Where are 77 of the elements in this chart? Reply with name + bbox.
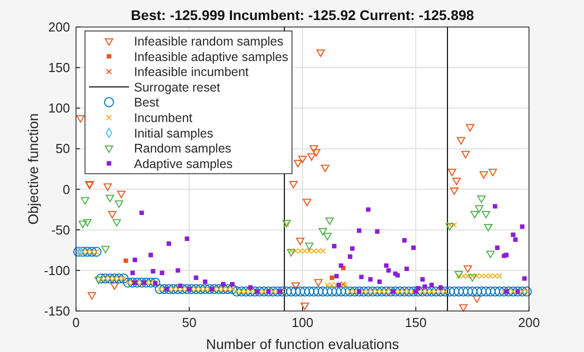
point: [296, 238, 304, 246]
point: [482, 210, 490, 218]
legend-label: Random samples: [134, 142, 232, 156]
y-tick-label: -50: [51, 222, 70, 238]
point: [112, 219, 121, 227]
point: [470, 210, 479, 218]
point: [307, 153, 316, 161]
point: [80, 197, 90, 205]
point: [310, 145, 318, 153]
point: [486, 250, 495, 258]
y-tick-label: 50: [56, 141, 70, 156]
point: [88, 292, 96, 300]
y-axis-title: Objective function: [25, 113, 41, 225]
point: [323, 232, 332, 240]
y-tick-label: 100: [48, 100, 70, 116]
point: [318, 228, 328, 236]
point: [289, 180, 298, 188]
point: [300, 302, 309, 310]
point: [101, 246, 110, 254]
point: [110, 282, 119, 290]
point: [479, 171, 488, 179]
point: [305, 242, 314, 250]
point: [108, 210, 116, 218]
legend-label: Incumbent: [134, 111, 193, 125]
legend-label: Infeasible random samples: [134, 34, 284, 48]
point: [330, 276, 334, 280]
legend-label: Infeasible adaptive samples: [134, 50, 288, 64]
point: [294, 160, 302, 168]
point: [488, 168, 497, 176]
y-tick-label: 200: [48, 20, 70, 34]
point: [468, 274, 477, 282]
legend-label: Infeasible incumbent: [134, 65, 250, 80]
point: [448, 168, 456, 176]
y-tick-label: -150: [44, 304, 70, 318]
point: [298, 156, 307, 164]
point: [452, 178, 461, 186]
point: [474, 205, 484, 213]
point: [114, 200, 124, 208]
point: [472, 295, 482, 303]
point: [459, 304, 468, 312]
point: [103, 183, 112, 191]
point: [450, 187, 458, 195]
x-tick-label: 200: [518, 315, 540, 330]
legend-label: Surrogate reset: [134, 80, 221, 94]
point: [466, 124, 474, 132]
point: [320, 164, 330, 172]
y-tick-label: 150: [48, 60, 70, 76]
chart-title: Best: -125.999 Incumbent: -125.92 Current: -125.898: [130, 7, 474, 23]
point: [106, 194, 114, 202]
x-tick-label: 0: [72, 315, 80, 330]
point: [456, 137, 466, 145]
point: [76, 115, 85, 123]
point: [312, 149, 320, 157]
x-axis-title: Number of function evaluations: [206, 336, 399, 352]
point: [484, 224, 492, 232]
point: [446, 223, 454, 231]
legend-label: Initial samples: [134, 126, 214, 140]
point: [464, 265, 472, 273]
point: [78, 220, 88, 228]
point: [314, 279, 323, 287]
legend-label: Adaptive samples: [134, 156, 233, 171]
point: [124, 258, 128, 263]
legend-label: Best: [134, 96, 160, 110]
x-tick-label: 50: [182, 315, 196, 330]
point: [325, 217, 334, 225]
y-tick-label: -100: [44, 262, 70, 278]
x-tick-label: 100: [292, 315, 314, 330]
point: [316, 50, 325, 57]
x-tick-label: 150: [404, 315, 427, 330]
point: [286, 249, 296, 257]
point: [117, 190, 126, 198]
point: [291, 282, 300, 290]
point: [461, 150, 470, 158]
point: [83, 219, 92, 227]
point: [302, 198, 312, 206]
y-tick-label: 0: [62, 182, 70, 197]
point: [477, 196, 486, 204]
